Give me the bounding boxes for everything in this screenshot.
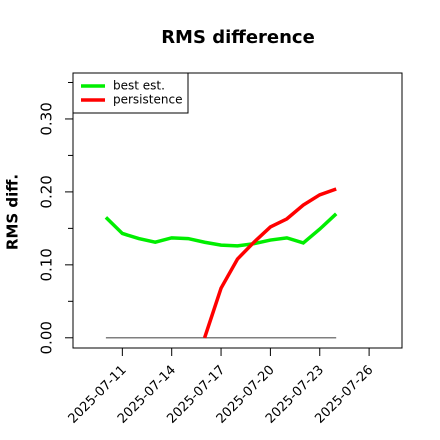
series-line bbox=[202, 187, 337, 339]
y-tick-label: 0.20 bbox=[38, 175, 56, 208]
y-tick-label: 0.10 bbox=[38, 248, 56, 281]
plot-frame bbox=[72, 72, 403, 349]
legend-label: persistence bbox=[113, 93, 182, 107]
series-line bbox=[104, 212, 338, 248]
legend-box bbox=[72, 72, 189, 114]
legend-label: best est. bbox=[113, 79, 165, 93]
y-tick-label: 0.30 bbox=[38, 102, 56, 135]
y-axis-label: RMS diff. bbox=[4, 174, 22, 250]
chart-title: RMS difference bbox=[161, 27, 315, 48]
y-tick-label: 0.00 bbox=[38, 321, 56, 354]
